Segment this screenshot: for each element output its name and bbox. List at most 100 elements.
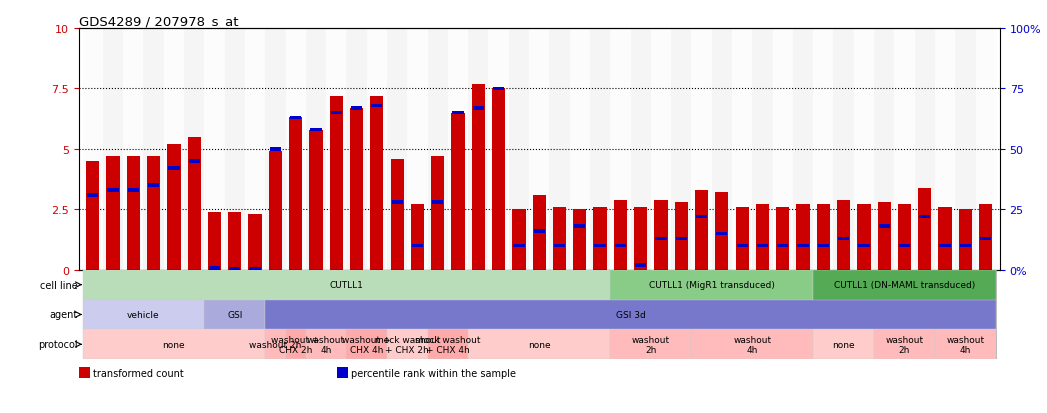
Bar bbox=[83, 330, 265, 359]
Bar bbox=[83, 270, 610, 300]
Bar bbox=[86, 161, 99, 270]
Bar bbox=[350, 109, 363, 270]
Bar bbox=[366, 29, 387, 270]
Bar bbox=[614, 200, 627, 270]
Bar bbox=[472, 107, 484, 110]
Bar bbox=[814, 270, 996, 300]
Bar bbox=[269, 152, 282, 270]
Bar bbox=[336, 368, 348, 378]
Bar bbox=[675, 237, 687, 240]
Bar bbox=[489, 29, 509, 270]
Text: washout +
CHX 4h: washout + CHX 4h bbox=[342, 335, 391, 354]
Bar bbox=[859, 244, 869, 248]
Bar bbox=[691, 330, 814, 359]
Text: cell line: cell line bbox=[41, 280, 79, 290]
Bar bbox=[427, 330, 468, 359]
Bar bbox=[696, 215, 707, 219]
Bar bbox=[574, 225, 585, 228]
Bar bbox=[347, 330, 387, 359]
Bar bbox=[634, 207, 647, 270]
Bar bbox=[208, 212, 221, 270]
Bar bbox=[630, 29, 651, 270]
Bar bbox=[168, 145, 180, 270]
Bar bbox=[286, 29, 306, 270]
Bar bbox=[372, 104, 382, 108]
Bar bbox=[148, 184, 159, 188]
Bar bbox=[534, 230, 544, 233]
Bar bbox=[270, 148, 281, 151]
Bar bbox=[732, 29, 753, 270]
Bar bbox=[595, 244, 606, 248]
Bar bbox=[286, 330, 306, 359]
Bar bbox=[124, 29, 143, 270]
Bar bbox=[107, 157, 119, 270]
Text: washout
4h: washout 4h bbox=[733, 335, 772, 354]
Bar bbox=[773, 29, 793, 270]
Bar bbox=[387, 330, 427, 359]
Bar bbox=[877, 202, 891, 270]
Text: GDS4289 / 207978_s_at: GDS4289 / 207978_s_at bbox=[79, 15, 238, 28]
Bar bbox=[127, 157, 140, 270]
Bar bbox=[451, 113, 465, 270]
Text: CUTLL1 (MigR1 transduced): CUTLL1 (MigR1 transduced) bbox=[649, 280, 775, 290]
Bar bbox=[509, 29, 529, 270]
Bar bbox=[83, 300, 204, 330]
Text: washout
4h: washout 4h bbox=[307, 335, 346, 354]
Bar bbox=[960, 244, 971, 248]
Bar bbox=[410, 205, 424, 270]
Bar bbox=[716, 232, 728, 236]
Bar bbox=[290, 116, 302, 120]
Bar bbox=[898, 205, 911, 270]
Bar bbox=[427, 29, 448, 270]
Bar bbox=[169, 167, 179, 171]
Bar bbox=[265, 300, 996, 330]
Bar bbox=[674, 202, 688, 270]
Bar bbox=[814, 29, 833, 270]
Bar bbox=[452, 112, 464, 115]
Bar bbox=[610, 330, 691, 359]
Bar bbox=[651, 29, 671, 270]
Bar bbox=[756, 205, 770, 270]
Text: transformed count: transformed count bbox=[93, 368, 184, 378]
Bar bbox=[306, 330, 347, 359]
Bar bbox=[225, 29, 245, 270]
Text: GSI: GSI bbox=[227, 310, 243, 319]
Bar bbox=[817, 205, 830, 270]
Bar bbox=[553, 207, 566, 270]
Bar bbox=[736, 207, 749, 270]
Bar bbox=[938, 207, 952, 270]
Bar bbox=[554, 244, 565, 248]
Text: GSI 3d: GSI 3d bbox=[616, 310, 645, 319]
Bar bbox=[853, 29, 874, 270]
Bar bbox=[712, 29, 732, 270]
Bar bbox=[204, 300, 265, 330]
Bar bbox=[594, 207, 606, 270]
Bar bbox=[979, 205, 993, 270]
Bar bbox=[103, 29, 124, 270]
Bar bbox=[432, 201, 443, 204]
Bar bbox=[371, 97, 383, 270]
Bar bbox=[671, 29, 691, 270]
Bar bbox=[147, 157, 160, 270]
Bar bbox=[310, 128, 321, 132]
Bar bbox=[472, 84, 485, 270]
Text: mock washout
+ CHX 4h: mock washout + CHX 4h bbox=[415, 335, 481, 354]
Bar bbox=[79, 368, 90, 378]
Bar bbox=[654, 200, 668, 270]
Bar bbox=[347, 29, 366, 270]
Bar bbox=[351, 107, 362, 110]
Bar bbox=[857, 205, 870, 270]
Bar bbox=[573, 210, 586, 270]
Bar bbox=[533, 195, 545, 270]
Bar bbox=[797, 205, 809, 270]
Bar bbox=[431, 157, 444, 270]
Text: washout
2h: washout 2h bbox=[631, 335, 670, 354]
Bar bbox=[918, 188, 932, 270]
Bar bbox=[570, 29, 589, 270]
Bar bbox=[228, 212, 242, 270]
Bar bbox=[833, 29, 853, 270]
Bar bbox=[411, 244, 423, 248]
Bar bbox=[955, 29, 976, 270]
Bar bbox=[878, 225, 890, 228]
Bar bbox=[493, 88, 505, 91]
